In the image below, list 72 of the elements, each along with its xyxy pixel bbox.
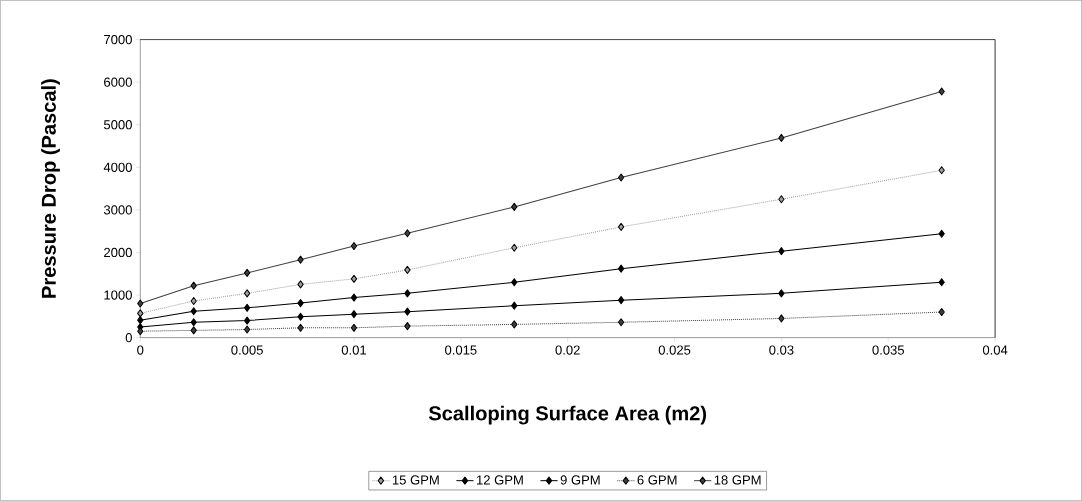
- point: [778, 247, 785, 256]
- legend-label: 12 GPM: [477, 475, 523, 485]
- x-tick-label: 0.02: [555, 345, 580, 355]
- point: [778, 133, 785, 142]
- y-tick-label: 5000: [103, 120, 132, 130]
- point: [617, 222, 625, 231]
- point: [297, 299, 304, 308]
- legend-label: 15 GPM: [392, 475, 439, 485]
- y-tick-label: 6000: [104, 77, 132, 87]
- point: [243, 325, 251, 334]
- point: [511, 243, 518, 252]
- point: [190, 326, 197, 335]
- point: [778, 289, 785, 298]
- point: [190, 318, 197, 327]
- x-tick-label: 0.01: [341, 345, 367, 355]
- point: [190, 281, 197, 290]
- y-axis-title: Pressure Drop (Pascal): [41, 79, 60, 298]
- point: [297, 255, 304, 264]
- point: [938, 278, 945, 287]
- point: [243, 268, 251, 277]
- y-tick-label: 1000: [104, 290, 132, 300]
- x-axis-title: Scalloping Surface Area (m2): [428, 405, 707, 425]
- y-tick-label: 3000: [103, 205, 132, 215]
- point: [297, 312, 304, 321]
- x-tick-label: 0.015: [445, 345, 477, 355]
- x-tick-label: 0.03: [769, 345, 794, 355]
- point: [243, 303, 251, 312]
- legend-label: 9 GPM: [560, 475, 600, 485]
- point: [190, 296, 197, 306]
- y-tick-label: 0: [125, 332, 132, 343]
- point: [511, 301, 518, 310]
- point: [350, 242, 358, 251]
- point: [617, 264, 625, 273]
- point: [778, 195, 785, 204]
- point: [938, 87, 945, 96]
- point: [350, 310, 358, 319]
- x-tick-label: 0.025: [658, 345, 691, 355]
- point: [350, 274, 358, 283]
- x-tick-label: 0.04: [982, 345, 1008, 355]
- point: [511, 320, 518, 329]
- point: [617, 296, 625, 305]
- point: [243, 316, 251, 325]
- legend-label: 18 GPM: [714, 475, 761, 485]
- point: [404, 229, 411, 238]
- y-tick-label: 4000: [103, 162, 132, 172]
- point: [778, 314, 785, 323]
- point: [190, 307, 197, 316]
- point: [404, 307, 411, 316]
- point: [938, 308, 945, 317]
- y-tick-label: 7000: [104, 34, 132, 45]
- legend-label: 6 GPM: [637, 475, 677, 485]
- point: [297, 323, 304, 332]
- point: [350, 293, 358, 302]
- y-tick-label: 2000: [104, 247, 132, 258]
- point: [617, 318, 625, 327]
- point: [137, 309, 144, 318]
- point: [511, 278, 518, 287]
- point: [137, 299, 144, 308]
- point: [137, 316, 144, 325]
- x-tick-label: 0.005: [231, 345, 263, 355]
- point: [938, 229, 945, 238]
- point: [404, 289, 411, 298]
- point: [297, 280, 304, 289]
- point: [617, 173, 625, 182]
- point: [511, 202, 518, 211]
- point: [404, 322, 411, 331]
- x-tick-label: 0.035: [872, 345, 905, 355]
- point: [938, 166, 945, 175]
- point: [404, 265, 411, 274]
- x-tick-label: 0: [137, 345, 144, 355]
- point: [350, 323, 358, 332]
- point: [243, 289, 251, 298]
